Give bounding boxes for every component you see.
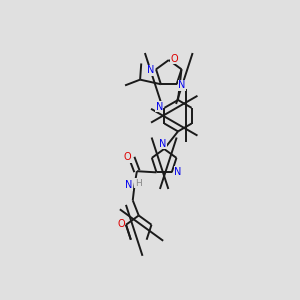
Text: N: N: [178, 80, 185, 90]
Text: N: N: [174, 167, 182, 177]
Text: N: N: [156, 102, 163, 112]
Text: O: O: [171, 54, 178, 64]
Text: O: O: [123, 152, 131, 162]
Text: O: O: [117, 219, 125, 229]
Text: N: N: [159, 139, 167, 149]
Text: N: N: [125, 180, 132, 190]
Text: H: H: [135, 179, 142, 188]
Text: N: N: [147, 65, 155, 75]
